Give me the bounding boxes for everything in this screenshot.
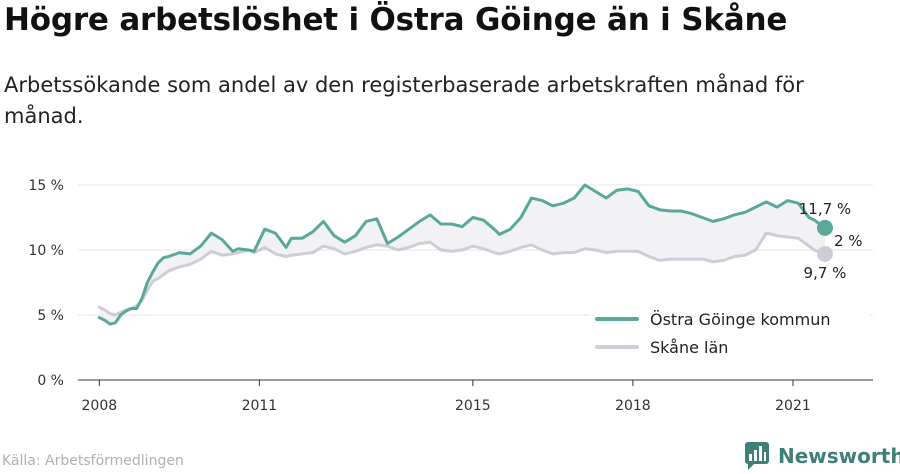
x-tick-label: 2011 bbox=[242, 398, 278, 414]
newsworthy-logo-icon bbox=[745, 442, 769, 470]
end-label-skane: 9,7 % bbox=[804, 264, 847, 282]
source-note: Källa: Arbetsförmedlingen bbox=[2, 453, 184, 469]
y-tick-label: 15 % bbox=[28, 178, 64, 194]
series-line-ostra-goinge bbox=[97, 183, 827, 326]
annotations: 11,7 % 9,7 % 2 % bbox=[799, 200, 863, 282]
y-tick-label: 10 % bbox=[28, 243, 64, 259]
brand-name: Newsworthy bbox=[778, 444, 900, 468]
legend-label: Skåne län bbox=[650, 338, 728, 357]
chart-subtitle: Arbetssökande som andel av den registerb… bbox=[4, 73, 804, 128]
difference-area bbox=[99, 185, 825, 325]
difference-fill bbox=[99, 185, 825, 325]
legend-label: Östra Göinge kommun bbox=[650, 310, 830, 329]
axes: 2008 2011 2015 2018 2021 bbox=[78, 379, 873, 414]
end-label-ostra-goinge: 11,7 % bbox=[799, 200, 851, 218]
series-lines bbox=[97, 183, 827, 326]
y-tick-label: 5 % bbox=[37, 308, 64, 324]
y-tick-label: 0 % bbox=[37, 373, 64, 389]
x-tick-label: 2015 bbox=[455, 398, 491, 414]
series-line-skane bbox=[97, 231, 827, 317]
x-tick-label: 2021 bbox=[775, 398, 811, 414]
newsworthy-logo[interactable]: Newsworthy bbox=[744, 440, 900, 472]
difference-label: 2 % bbox=[834, 232, 863, 250]
x-tick-label: 2018 bbox=[615, 398, 651, 414]
end-marker-ostra-goinge bbox=[816, 219, 833, 236]
x-tick-label: 2008 bbox=[82, 398, 118, 414]
end-marker-skane bbox=[816, 245, 833, 262]
legend-background bbox=[590, 303, 870, 363]
legend: Östra Göinge kommun Skåne län bbox=[590, 303, 870, 363]
chart-title: Högre arbetslöshet i Östra Göinge än i S… bbox=[4, 2, 788, 38]
